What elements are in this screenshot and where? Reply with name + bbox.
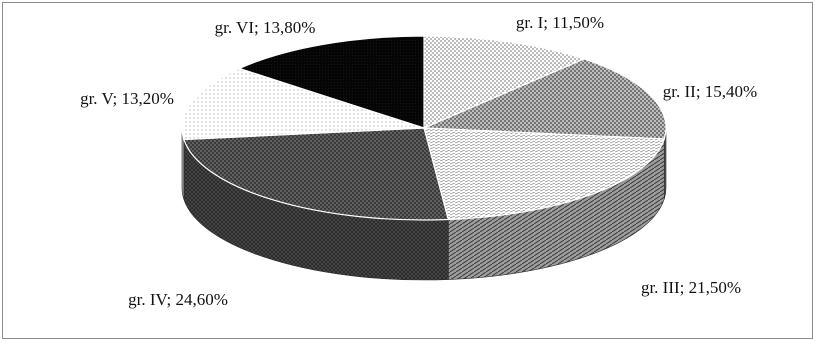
data-label-layer: gr. I; 11,50% gr. II; 15,40% gr. III; 21,5… — [80, 13, 757, 309]
pie-slice-6 — [237, 35, 425, 129]
pie-slice-2 — [423, 58, 667, 140]
pie-slice-1 — [423, 35, 586, 129]
data-label-3: gr. III; 21,50% — [641, 278, 741, 297]
data-label-6: gr. VI; 13,80% — [215, 18, 316, 37]
pie-slice-3 — [423, 127, 666, 221]
data-label-5: gr. V; 13,20% — [80, 89, 174, 108]
data-label-1: gr. I; 11,50% — [516, 13, 604, 32]
data-label-4: gr. IV; 24,60% — [128, 290, 228, 309]
pie-slice-4 — [183, 127, 450, 221]
data-label-2: gr. II; 15,40% — [663, 82, 757, 101]
pie-top-layer — [181, 35, 667, 221]
pie-slice-5 — [181, 67, 425, 141]
